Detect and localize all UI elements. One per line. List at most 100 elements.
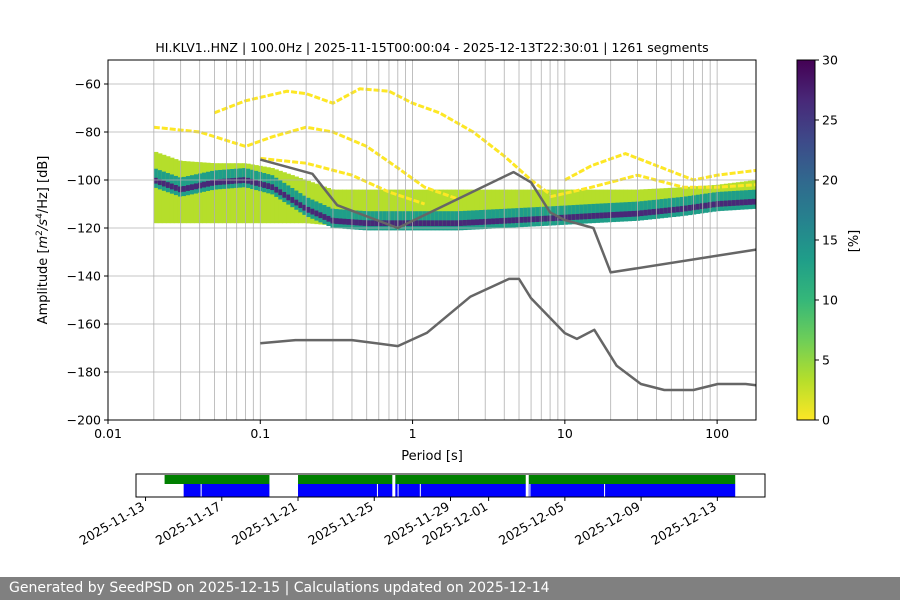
density-cell-peak	[173, 185, 179, 191]
density-cell-low	[230, 163, 235, 224]
density-cell-peak	[723, 200, 729, 207]
sparse-trace-trace-b	[153, 125, 459, 201]
density-cell-peak	[458, 220, 464, 226]
density-cell-peak	[306, 206, 311, 213]
density-cell-peak	[153, 177, 159, 184]
density-cell-peak	[743, 199, 749, 206]
availability-tick-label: 2025-11-21	[229, 499, 299, 548]
density-cell-peak	[495, 218, 500, 225]
density-cell-low	[531, 189, 536, 225]
density-cell-low	[390, 189, 396, 226]
density-cell-low	[358, 189, 364, 226]
density-cell-peak	[567, 214, 572, 221]
density-cell-low	[378, 189, 384, 226]
psd-plot: 0.01 0.1 1 10 100 −200 −180 −160 −140 −120 −100 −80…	[67, 59, 757, 441]
density-cell-peak	[671, 206, 677, 213]
density-cell-low	[218, 163, 223, 224]
density-cell-peak	[603, 212, 608, 219]
density-cell-peak	[491, 218, 496, 225]
availability-tick-label: 2025-12-05	[496, 499, 566, 548]
density-cell-peak	[354, 219, 360, 226]
density-cell-low	[214, 163, 219, 224]
density-cell-peak	[374, 220, 380, 227]
density-cell-peak	[197, 182, 203, 189]
colorbar-tick-label: 15	[822, 233, 838, 248]
colorbar-tick-label: 30	[822, 53, 838, 68]
density-cell-low	[394, 189, 400, 226]
colorbar-tick-label: 5	[822, 353, 830, 368]
density-cell-peak	[675, 206, 681, 213]
density-cell-peak	[563, 214, 568, 221]
density-cell-peak	[422, 220, 428, 227]
y-tick-label: −160	[67, 317, 101, 332]
density-cell-low	[519, 189, 524, 225]
density-cell-peak	[599, 212, 604, 219]
density-cell-peak	[519, 217, 524, 223]
density-cell-low	[462, 189, 468, 226]
density-cell-peak	[515, 217, 520, 224]
availability-gap-wide	[525, 474, 529, 497]
density-cell-low	[246, 163, 251, 224]
density-cell-peak	[394, 220, 400, 227]
density-cell-low	[254, 165, 259, 224]
density-cell-peak	[691, 204, 697, 211]
density-cell-low	[491, 189, 496, 226]
density-cell-peak	[390, 220, 396, 227]
colorbar: 0 5 10 15 20 25 30	[796, 53, 838, 428]
density-cell-peak	[286, 194, 291, 201]
density-cell-peak	[583, 213, 588, 220]
density-cell-peak	[165, 182, 171, 188]
density-cell-peak	[181, 186, 187, 192]
y-tick-label: −80	[75, 125, 101, 140]
density-cell-peak	[527, 216, 532, 223]
density-cell-peak	[189, 184, 195, 191]
density-cell-peak	[334, 218, 340, 224]
density-cell-peak	[615, 211, 621, 218]
density-cell-peak	[366, 220, 372, 227]
density-cell-peak	[342, 218, 348, 225]
density-cell-peak	[751, 198, 757, 205]
density-cell-peak	[430, 220, 436, 227]
availability-processed-span	[183, 484, 270, 497]
x-tick-label: 0.1	[250, 426, 270, 441]
density-cell-low	[362, 189, 368, 226]
density-cell-peak	[362, 220, 368, 226]
density-cell-peak	[499, 218, 504, 224]
density-cell-low	[458, 189, 464, 226]
density-cell-peak	[627, 211, 633, 217]
colorbar-tick-label: 20	[822, 173, 838, 188]
density-cell-peak	[535, 216, 540, 222]
availability-processed-span	[298, 484, 736, 497]
chart-title: HI.KLV1..HNZ | 100.0Hz | 2025-11-15T00:0…	[155, 40, 708, 55]
density-cell-low	[446, 189, 452, 226]
density-cell-low	[535, 189, 540, 224]
x-tick-label: 100	[705, 426, 729, 441]
density-cell-peak	[410, 220, 416, 227]
availability-tick-label: 2025-12-13	[648, 499, 718, 548]
density-cell-peak	[338, 218, 344, 225]
density-cell-peak	[703, 202, 709, 209]
density-cell-low	[210, 163, 215, 224]
density-cell-peak	[246, 177, 251, 184]
density-cell-peak	[278, 189, 283, 196]
density-cell-peak	[326, 215, 331, 222]
density-cell-peak	[358, 219, 364, 226]
density-cell-peak	[687, 205, 693, 211]
availability-tick-label: 2025-12-09	[572, 499, 642, 548]
sparse-trace-trace-e	[549, 173, 757, 199]
y-tick-label: −200	[67, 413, 101, 428]
density-cell-low	[426, 189, 432, 226]
density-cell-peak	[238, 177, 243, 184]
density-cell-peak	[747, 199, 753, 205]
density-cell-low	[495, 189, 500, 226]
density-cell-peak	[282, 191, 287, 198]
density-cell-low	[202, 162, 207, 224]
density-cell-low	[226, 163, 231, 224]
density-cell-peak	[202, 181, 207, 188]
density-cell-low	[442, 189, 448, 226]
psd-figure: 0.01 0.1 1 10 100−200−180−160−140−120−100−80…	[35, 40, 862, 548]
density-cell-peak	[587, 213, 592, 220]
density-cell-peak	[370, 220, 376, 227]
density-cell-peak	[607, 212, 612, 218]
density-cell-low	[222, 163, 227, 224]
